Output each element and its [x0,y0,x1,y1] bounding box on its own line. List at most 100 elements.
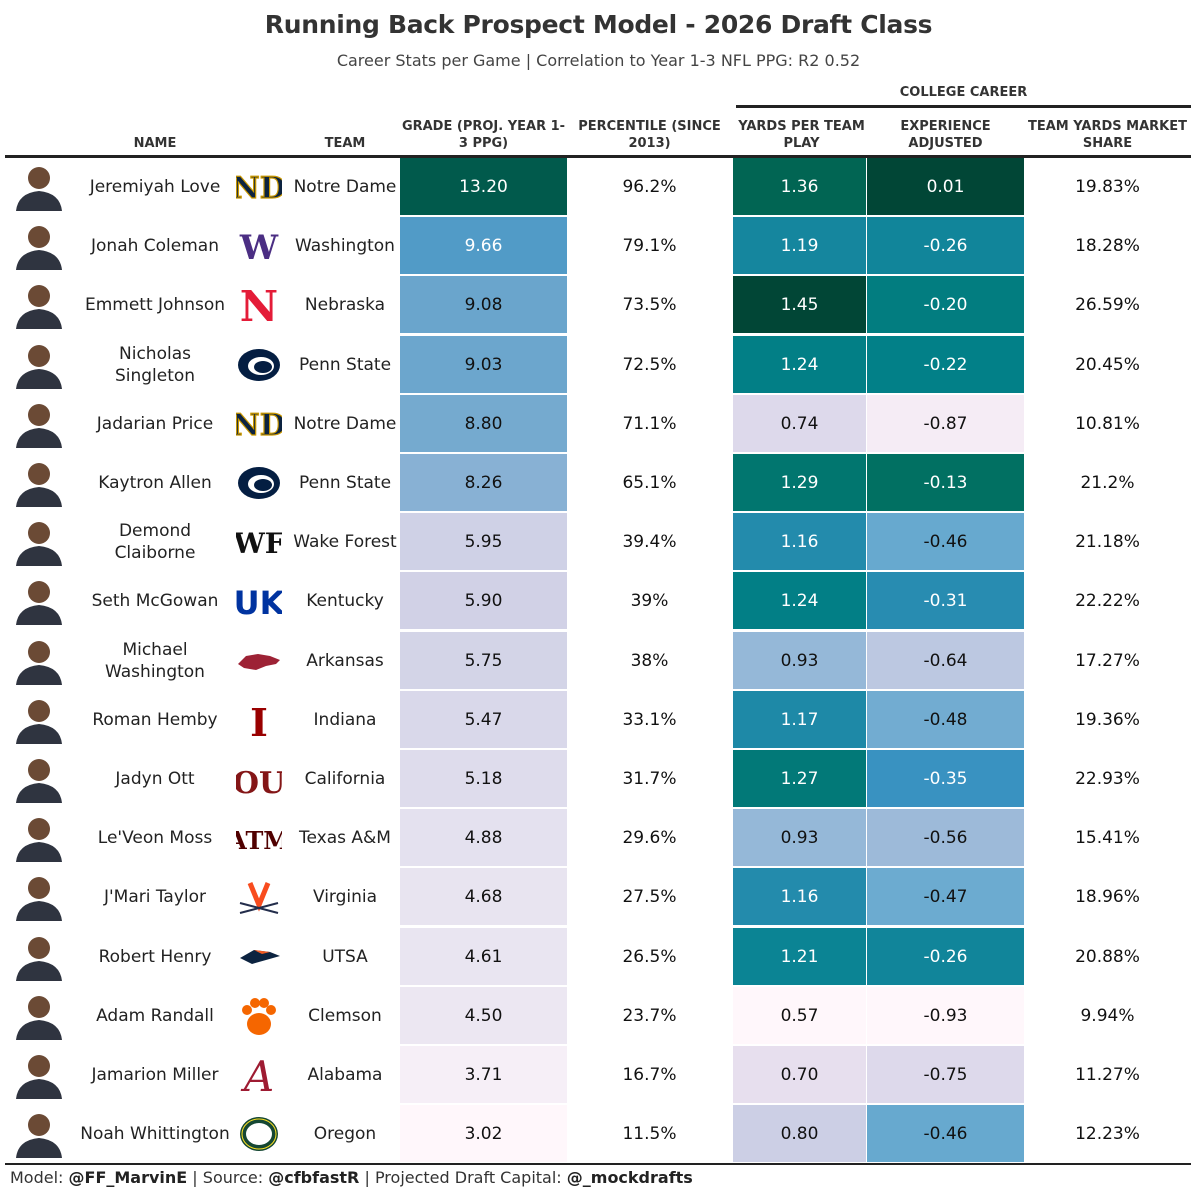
share-cell: 21.18% [1075,531,1140,552]
svg-text:ND: ND [236,171,282,206]
grade-cell: 9.03 [400,336,567,393]
percentile-cell: 38% [630,650,669,671]
indiana-logo: I [236,698,282,742]
player-name: Kaytron Allen [98,472,212,493]
grade-cell: 8.80 [400,395,567,452]
experience-cell: -0.26 [867,928,1024,985]
column-header-percentile: PERCENTILE (SINCE 2013) [578,119,721,151]
texas-am-logo: ATM [236,816,282,860]
share-cell: 19.36% [1075,709,1140,730]
player-photo [12,577,66,625]
player-photo [12,222,66,270]
ypp-cell: 0.80 [733,1105,866,1162]
svg-text:UK: UK [236,584,282,621]
svg-text:I: I [250,700,268,742]
ypp-cell: 1.16 [733,513,866,570]
percentile-cell: 96.2% [622,176,677,197]
player-photo [12,933,66,981]
player-name: Jonah Coleman [91,235,219,256]
grade-cell: 4.68 [400,868,567,925]
percentile-cell: 39% [630,590,669,611]
player-photo [12,163,66,211]
utsa-logo [236,935,282,979]
footer-source-handle: @cfbfastR [268,1168,360,1187]
player-photo [12,992,66,1040]
team-name: Oregon [313,1123,377,1144]
team-name: Washington [295,235,395,256]
team-name: Penn State [298,354,392,375]
grade-cell: 5.47 [400,691,567,748]
share-cell: 22.93% [1075,768,1140,789]
grade-cell: 5.95 [400,513,567,570]
percentile-cell: 79.1% [622,235,677,256]
alabama-logo: A [236,1053,282,1097]
svg-text:ND: ND [236,408,282,443]
team-name: Notre Dame [293,176,397,197]
svg-text:A: A [240,1053,274,1097]
footer-capital-label: | Projected Draft Capital: [359,1168,567,1187]
percentile-cell: 39.4% [622,531,677,552]
experience-cell: -0.22 [867,336,1024,393]
svg-text:N: N [240,283,278,327]
experience-cell: -0.47 [867,868,1024,925]
share-cell: 20.45% [1075,354,1140,375]
share-cell: 9.94% [1080,1005,1135,1026]
ypp-cell: 1.17 [733,691,866,748]
svg-text:ATM: ATM [236,826,282,855]
grade-cell: 4.88 [400,809,567,866]
column-header-experience: EXPERIENCE ADJUSTED [900,119,991,151]
footer-source-label: | Source: [187,1168,269,1187]
nebraska-logo: N [236,283,282,327]
player-name: Jamarion Miller [91,1064,219,1085]
team-name: Notre Dame [293,413,397,434]
grade-cell: 5.18 [400,750,567,807]
percentile-cell: 29.6% [622,827,677,848]
percentile-cell: 23.7% [622,1005,677,1026]
experience-cell: -0.75 [867,1046,1024,1103]
share-cell: 26.59% [1075,294,1140,315]
column-header-share: TEAM YARDS MARKET SHARE [1027,119,1188,151]
footer-model-handle: @FF_MarvinE [68,1168,188,1187]
player-photo [12,696,66,744]
footer-model-label: Model: [10,1168,69,1187]
player-name: Michael Washington [105,639,205,682]
svg-text:OU: OU [236,766,282,801]
experience-cell: -0.87 [867,395,1024,452]
arkansas-logo [236,639,282,683]
player-name: Emmett Johnson [84,294,226,315]
svg-text:WF: WF [236,527,282,560]
player-name: Jadarian Price [96,413,214,434]
player-name: Adam Randall [96,1005,214,1026]
ypp-cell: 1.21 [733,928,866,985]
team-name: California [304,768,386,789]
percentile-cell: 31.7% [622,768,677,789]
ypp-cell: 1.19 [733,217,866,274]
wake-forest-logo: WF [236,520,282,564]
player-name: Noah Whittington [80,1123,230,1144]
oklahoma-logo: OU [236,757,282,801]
percentile-cell: 27.5% [622,886,677,907]
clemson-logo [236,994,282,1038]
share-cell: 12.23% [1075,1123,1140,1144]
player-name: Robert Henry [98,946,212,967]
ypp-cell: 1.24 [733,336,866,393]
player-photo [12,814,66,862]
experience-cell: -0.46 [867,513,1024,570]
experience-cell: 0.01 [867,158,1024,215]
team-name: UTSA [322,946,368,967]
player-photo [12,873,66,921]
footer-capital-handle: @_mockdrafts [566,1168,693,1187]
experience-cell: -0.93 [867,987,1024,1044]
ypp-cell: 0.57 [733,987,866,1044]
percentile-cell: 33.1% [622,709,677,730]
ypp-cell: 1.16 [733,868,866,925]
column-header-name: NAME [133,136,177,151]
share-cell: 22.22% [1075,590,1140,611]
grade-cell: 3.71 [400,1046,567,1103]
grade-cell: 9.08 [400,276,567,333]
share-cell: 11.27% [1075,1064,1140,1085]
ypp-cell: 1.24 [733,572,866,629]
share-cell: 19.83% [1075,176,1140,197]
player-photo [12,459,66,507]
player-photo [12,1110,66,1158]
